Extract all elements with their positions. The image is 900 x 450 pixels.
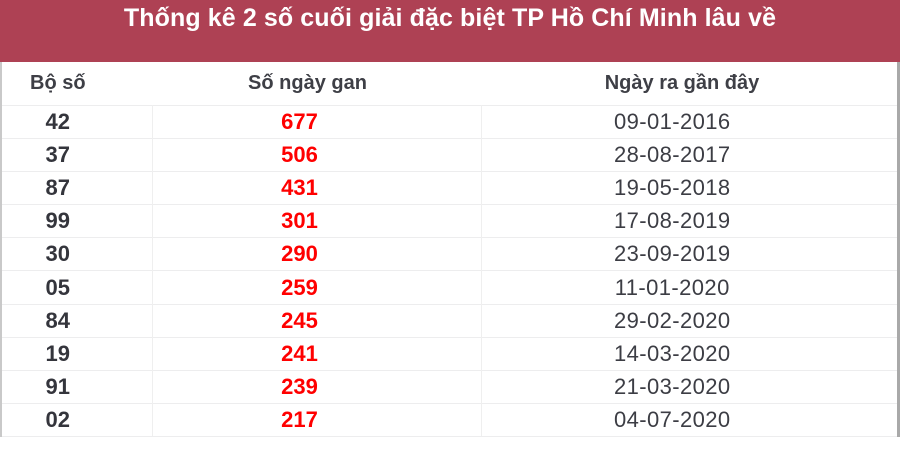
column-header-date: Ngày ra gần đây <box>481 62 897 105</box>
cell-date: 04-07-2020 <box>481 403 897 438</box>
table-row[interactable]: 30 290 23-09-2019 <box>2 237 897 271</box>
page-title: Thống kê 2 số cuối giải đặc biệt TP Hồ C… <box>0 0 900 62</box>
cell-set: 30 <box>2 237 153 271</box>
cell-date: 09-01-2016 <box>481 104 897 139</box>
cell-date: 23-09-2019 <box>481 237 897 271</box>
cell-date: 28-08-2017 <box>481 137 897 172</box>
cell-date: 11-01-2020 <box>481 270 897 305</box>
table-row[interactable]: 02 217 04-07-2020 <box>2 403 897 438</box>
cell-set: 37 <box>2 137 153 172</box>
table-row[interactable]: 05 259 11-01-2020 <box>2 270 897 305</box>
table-body: 42 677 09-01-2016 37 506 28-08-2017 87 431 19-05… <box>2 104 897 438</box>
cell-days: 506 <box>152 137 482 172</box>
table-row[interactable]: 19 241 14-03-2020 <box>2 336 897 371</box>
table-header-row: Bộ số Số ngày gan Ngày ra gần đây <box>2 62 897 105</box>
table-row[interactable]: 42 677 09-01-2016 <box>2 104 897 139</box>
cell-days: 239 <box>152 369 482 404</box>
table-row[interactable]: 87 431 19-05-2018 <box>2 170 897 205</box>
cell-date: 29-02-2020 <box>481 303 897 338</box>
cell-days: 301 <box>152 204 482 238</box>
cell-set: 91 <box>2 369 153 404</box>
cell-set: 05 <box>2 270 153 305</box>
column-header-set: Bộ số <box>2 62 152 105</box>
table-row[interactable]: 37 506 28-08-2017 <box>2 137 897 172</box>
cell-set: 19 <box>2 336 153 371</box>
column-header-days: Số ngày gan <box>152 62 481 105</box>
cell-date: 14-03-2020 <box>481 336 897 371</box>
cell-days: 217 <box>152 403 482 438</box>
cell-days: 241 <box>152 336 482 371</box>
cell-days: 245 <box>152 303 482 338</box>
table-row[interactable]: 99 301 17-08-2019 <box>2 204 897 238</box>
cell-days: 677 <box>152 104 482 139</box>
cell-set: 42 <box>2 104 153 139</box>
cell-days: 259 <box>152 270 482 305</box>
cell-set: 02 <box>2 403 153 438</box>
table-header: Bộ số Số ngày gan Ngày ra gần đây <box>2 62 897 105</box>
table-row[interactable]: 84 245 29-02-2020 <box>2 303 897 338</box>
cell-date: 19-05-2018 <box>481 170 897 205</box>
cell-set: 87 <box>2 170 153 205</box>
cell-days: 290 <box>152 237 482 271</box>
cell-date: 21-03-2020 <box>481 369 897 404</box>
table-row[interactable]: 91 239 21-03-2020 <box>2 369 897 404</box>
cell-days: 431 <box>152 170 482 205</box>
statistics-table: Bộ số Số ngày gan Ngày ra gần đây 42 677 0… <box>2 62 897 438</box>
cell-set: 99 <box>2 204 153 238</box>
statistics-table-container: Bộ số Số ngày gan Ngày ra gần đây 42 677 0… <box>0 62 900 438</box>
cell-date: 17-08-2019 <box>481 204 897 238</box>
cell-set: 84 <box>2 303 153 338</box>
